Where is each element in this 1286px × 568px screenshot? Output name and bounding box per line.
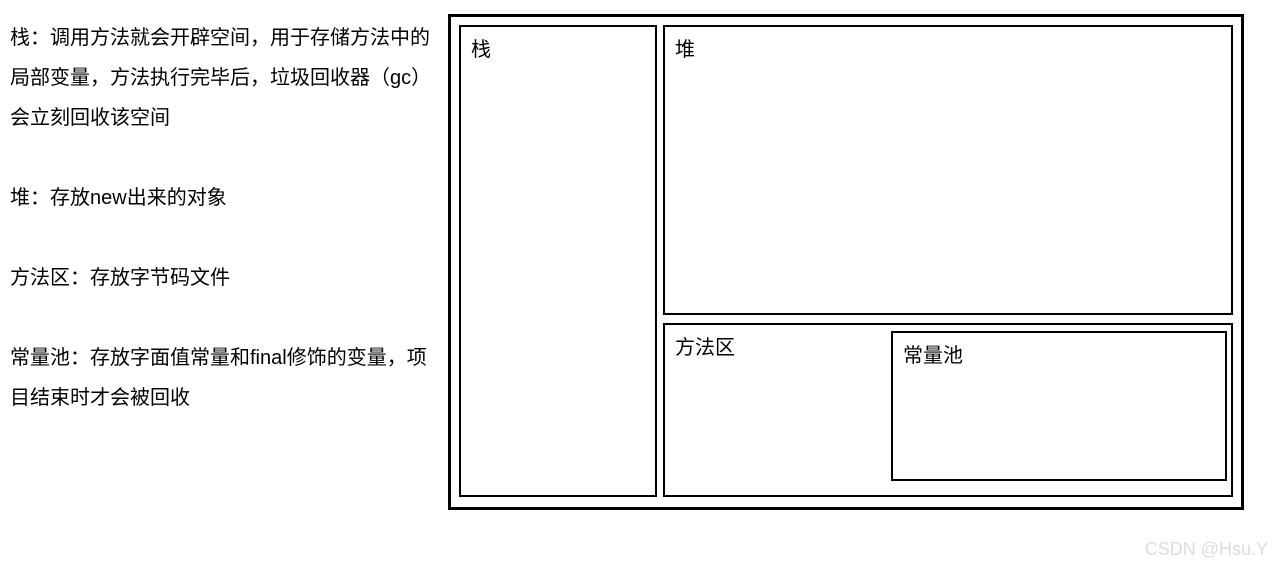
box-heap-label: 堆 — [675, 39, 695, 61]
box-const-pool-label: 常量池 — [903, 345, 963, 367]
desc-stack: 栈：调用方法就会开辟空间，用于存储方法中的局部变量，方法执行完毕后，垃圾回收器（… — [10, 18, 430, 138]
watermark: CSDN @Hsu.Y — [1145, 539, 1268, 560]
box-stack-label: 栈 — [471, 39, 491, 61]
desc-heap: 堆：存放new出来的对象 — [10, 178, 430, 218]
box-stack: 栈 — [459, 25, 657, 497]
desc-method-area: 方法区：存放字节码文件 — [10, 258, 430, 298]
box-method-area: 方法区 常量池 — [663, 323, 1233, 497]
box-method-area-label: 方法区 — [675, 337, 735, 359]
box-const-pool: 常量池 — [891, 331, 1227, 481]
memory-diagram: 栈 堆 方法区 常量池 — [448, 14, 1244, 510]
description-panel: 栈：调用方法就会开辟空间，用于存储方法中的局部变量，方法执行完毕后，垃圾回收器（… — [10, 18, 430, 458]
box-heap: 堆 — [663, 25, 1233, 315]
desc-const-pool: 常量池：存放字面值常量和final修饰的变量，项目结束时才会被回收 — [10, 338, 430, 418]
